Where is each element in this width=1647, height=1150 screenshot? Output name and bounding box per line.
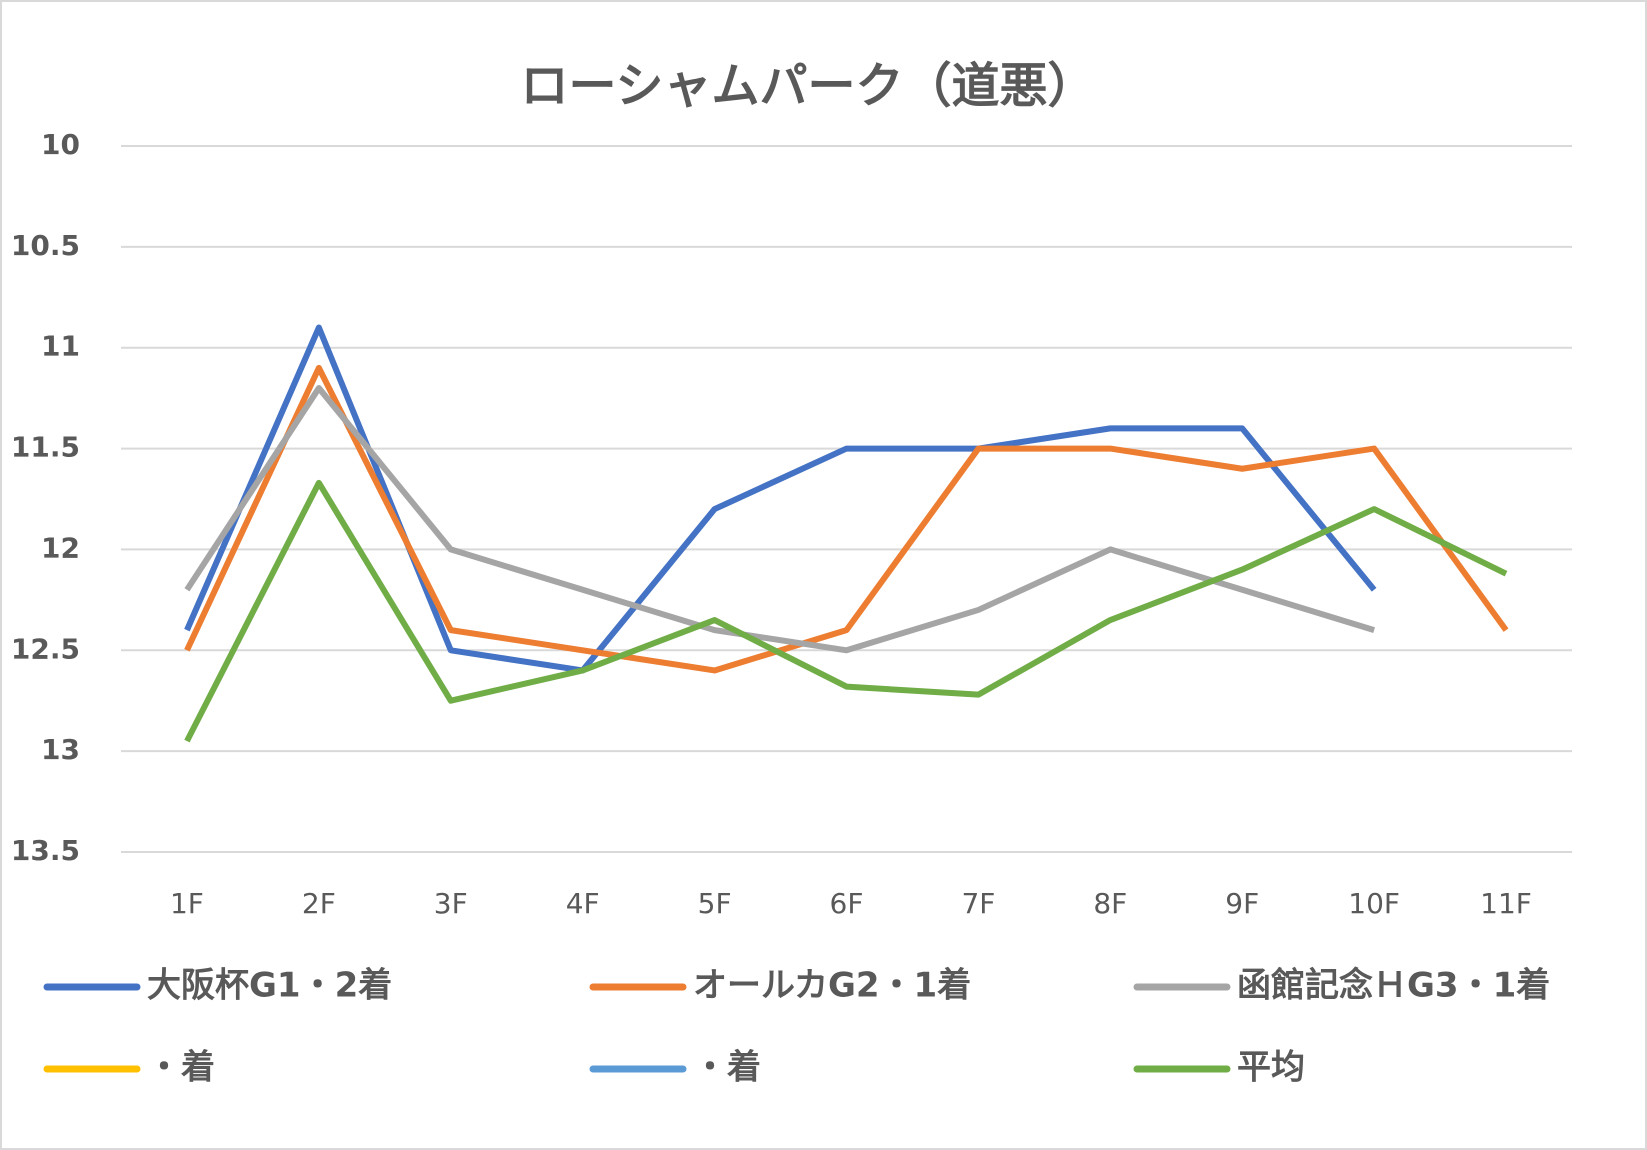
y-tick-label: 12 (41, 531, 80, 564)
x-tick-label: 2F (302, 887, 336, 920)
x-tick-label: 3F (434, 887, 468, 920)
series-line (184, 479, 1508, 743)
y-tick-label: 10 (41, 128, 80, 161)
legend-label: 大阪杯G1・2着 (147, 966, 392, 1006)
legend-label: オールカG2・1着 (693, 966, 971, 1006)
y-tick-label: 11.5 (11, 431, 80, 464)
chart-title: ローシャムパーク（道悪） (520, 58, 1095, 114)
x-tick-label: 11F (1480, 887, 1532, 920)
series-line (184, 385, 1376, 654)
x-tick-label: 4F (566, 887, 600, 920)
y-tick-label: 11 (41, 330, 80, 363)
y-tick-label: 13 (41, 733, 80, 766)
legend-label: 平均 (1237, 1048, 1305, 1088)
series-line (184, 324, 1377, 674)
legend-label: ・着 (693, 1048, 761, 1088)
x-tick-label: 1F (170, 887, 204, 920)
x-tick-label: 7F (961, 887, 995, 920)
legend-label: 函館記念ＨG3・1着 (1237, 966, 1550, 1006)
x-tick-label: 6F (830, 887, 864, 920)
x-tick-label: 8F (1093, 887, 1127, 920)
x-tick-label: 9F (1225, 887, 1259, 920)
series-line (184, 364, 1509, 674)
y-tick-label: 12.5 (11, 632, 80, 665)
y-tick-label: 10.5 (11, 229, 80, 262)
x-tick-label: 10F (1348, 887, 1400, 920)
legend-label: ・着 (147, 1048, 215, 1088)
x-tick-label: 5F (698, 887, 732, 920)
y-tick-label: 13.5 (11, 834, 80, 867)
